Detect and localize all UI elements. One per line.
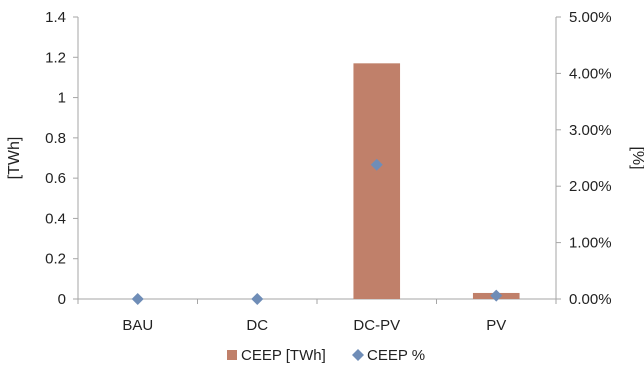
legend-swatch-bar (227, 350, 237, 360)
right-tick-label: 2.00% (569, 178, 612, 195)
legend: CEEP [TWh] CEEP % (227, 347, 425, 364)
right-axis-ticks: 0.00% 1.00% 2.00% 3.00% 4.00% 5.00% (556, 9, 612, 308)
right-tick-label: 1.00% (569, 235, 612, 252)
left-tick-label: 0 (58, 291, 66, 308)
bars-layer (353, 63, 520, 300)
right-tick-label: 3.00% (569, 122, 612, 139)
x-tick-label: DC-PV (353, 317, 400, 334)
left-axis-title: [TWh] (6, 137, 23, 180)
left-tick-label: 1.4 (45, 9, 66, 26)
left-tick-label: 0.4 (45, 210, 66, 227)
marker-PV (490, 289, 503, 302)
right-tick-label: 0.00% (569, 291, 612, 308)
legend-swatch-diamond (352, 349, 364, 361)
marker-BAU (131, 293, 144, 305)
plot-frame (77, 17, 557, 300)
left-axis-ticks: 0 0.2 0.4 0.6 0.8 1 1.2 1.4 (45, 9, 78, 308)
bar-DC-PV (353, 63, 401, 300)
legend-label-marker: CEEP % (367, 347, 425, 364)
x-tick-label: BAU (122, 317, 153, 334)
left-tick-label: 0.6 (45, 170, 66, 187)
right-tick-label: 4.00% (569, 65, 612, 82)
right-axis-title: [%] (629, 146, 644, 169)
left-tick-label: 0.8 (45, 130, 66, 147)
x-axis-ticks: BAU DC DC-PV PV (77, 299, 557, 334)
x-tick-label: PV (486, 317, 506, 334)
x-tick-label: DC (246, 317, 268, 334)
legend-label-bar: CEEP [TWh] (241, 347, 326, 364)
left-tick-label: 1 (58, 90, 66, 107)
right-tick-label: 5.00% (569, 9, 612, 26)
left-tick-label: 0.2 (45, 251, 66, 268)
marker-DC (251, 293, 264, 305)
markers-layer (131, 158, 503, 305)
marker-DC-PV (370, 158, 383, 171)
left-tick-label: 1.2 (45, 49, 66, 66)
